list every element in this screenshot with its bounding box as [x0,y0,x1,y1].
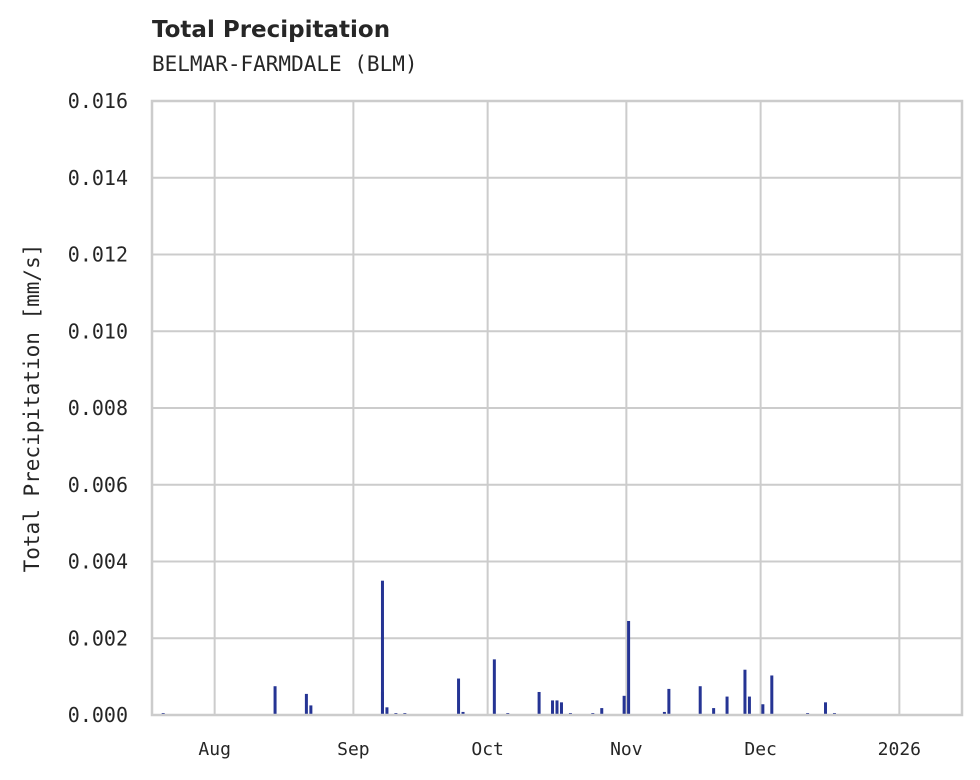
bar-series [161,580,836,715]
y-axis-ticks: 0.000 0.002 0.004 0.006 0.008 0.010 0.012 0.014… [68,89,128,727]
precip-bar [380,580,384,715]
chart-title: Total Precipitation [152,17,391,43]
precip-bar [824,702,828,715]
precip-bar [743,669,747,715]
precip-bar [555,700,559,715]
plot-frame [150,99,964,717]
chart-subtitle: BELMAR-FARMDALE (BLM) [152,52,418,76]
x-tick-label: 2026 [878,739,921,760]
precip-bar [304,693,308,715]
precip-bar [725,696,729,715]
precip-bar [627,620,631,715]
precip-bar [600,708,604,715]
precip-bar [537,691,541,715]
x-tick-label: Sep [337,739,370,760]
precip-bar [492,659,496,715]
precip-bar [667,688,671,715]
y-tick-label: 0.012 [68,243,128,267]
precip-bar [698,686,702,715]
precip-bar [385,707,389,715]
x-tick-label: Aug [198,739,231,760]
precip-bar [747,696,751,715]
x-axis-ticks: Aug Sep Oct Nov Dec 2026 [198,739,921,760]
precip-bar [273,686,277,715]
y-tick-label: 0.014 [68,166,128,190]
y-tick-label: 0.004 [68,550,128,574]
precip-bar [622,695,626,715]
x-tick-label: Dec [744,739,777,760]
y-tick-label: 0.016 [68,89,128,113]
precip-bar [712,708,716,715]
y-tick-label: 0.000 [68,703,128,727]
precip-bar [662,711,666,715]
y-tick-label: 0.002 [68,626,128,650]
x-tick-label: Nov [610,739,643,760]
y-tick-label: 0.010 [68,319,128,343]
precip-bar [559,702,563,715]
x-tick-label: Oct [471,739,504,760]
grid-lines [152,100,962,716]
y-tick-label: 0.008 [68,396,128,420]
precip-bar [309,705,313,715]
precip-bar [461,711,465,715]
y-tick-label: 0.006 [68,473,128,497]
precip-bar [457,678,461,715]
precip-bar [380,691,384,715]
precip-bar [770,675,774,715]
precip-bar [551,700,555,715]
precip-bar [761,704,765,715]
